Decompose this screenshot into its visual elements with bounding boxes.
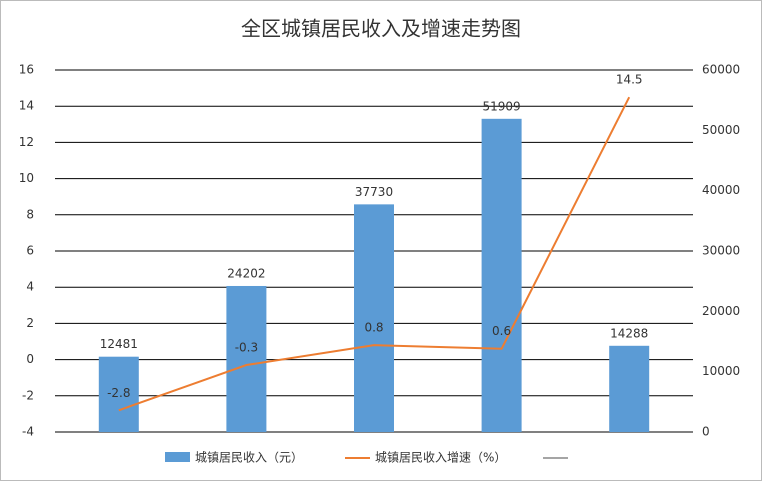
- y-tick-label: 10: [19, 171, 34, 185]
- y2-tick-label: 0: [702, 425, 710, 439]
- bar: [226, 285, 267, 432]
- bar: [354, 204, 394, 432]
- y2-tick-label: 20000: [702, 304, 740, 318]
- data-label: -0.3: [235, 341, 258, 355]
- line: [118, 96, 631, 412]
- y-tick-label: 12: [19, 135, 34, 149]
- y-tick-label: 0: [26, 352, 34, 366]
- chart-title: 全区城镇居民收入及增速走势图: [241, 17, 521, 41]
- data-label: 14.5: [616, 73, 643, 87]
- y-tick-label: 2: [26, 316, 34, 330]
- y2-tick-label: 50000: [702, 123, 740, 137]
- data-label: -2.8: [107, 386, 130, 400]
- data-label: 12481: [100, 337, 138, 351]
- data-label: 37730: [355, 185, 393, 199]
- y-tick-label: 4: [26, 280, 34, 294]
- y-tick-label: 8: [26, 207, 34, 221]
- bar: [98, 356, 139, 432]
- y2-tick-label: 10000: [702, 364, 740, 378]
- legend-label: 城镇居民收入增速（%）: [375, 451, 506, 465]
- data-label: 14288: [610, 326, 648, 340]
- y-tick-label: 6: [26, 244, 34, 258]
- bar: [481, 118, 522, 432]
- y2-tick-label: 30000: [702, 244, 740, 258]
- y2-tick-label: 40000: [702, 183, 740, 197]
- legend-label: 城镇居民收入（元）: [195, 451, 303, 465]
- y-tick-label: -4: [22, 425, 34, 439]
- y-tick-label: -2: [22, 388, 34, 402]
- data-label: 0.6: [492, 324, 511, 338]
- y2-tick-label: 60000: [702, 63, 740, 77]
- y-tick-label: 14: [19, 99, 34, 113]
- y-tick-label: 16: [19, 63, 34, 77]
- data-label: 0.8: [364, 321, 383, 335]
- legend-swatch: [165, 452, 190, 462]
- data-label: 51909: [483, 99, 521, 113]
- bar: [609, 345, 650, 432]
- data-label: 24202: [227, 266, 265, 280]
